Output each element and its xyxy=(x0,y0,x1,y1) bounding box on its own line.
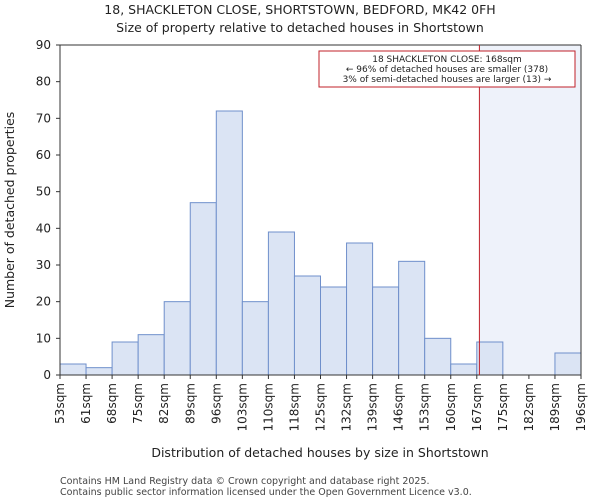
chart-subtitle: Size of property relative to detached ho… xyxy=(116,20,484,35)
x-tick-label: 189sqm xyxy=(548,383,562,431)
bar-75sqm xyxy=(137,334,165,376)
y-tick-label: 30 xyxy=(36,258,51,272)
x-tick-label: 82sqm xyxy=(157,383,171,424)
bar-103sqm xyxy=(241,301,269,376)
x-tick-label: 68sqm xyxy=(105,383,119,424)
bar-110sqm xyxy=(267,231,295,376)
x-tick-label: 167sqm xyxy=(470,383,484,431)
x-tick-label: 96sqm xyxy=(209,383,223,424)
y-tick-label: 20 xyxy=(36,295,51,309)
bar-160sqm xyxy=(450,363,478,376)
highlight-region xyxy=(479,45,581,375)
x-tick-label: 125sqm xyxy=(314,383,328,431)
bar-89sqm xyxy=(189,202,217,376)
x-tick-label: 160sqm xyxy=(444,383,458,431)
y-axis-label: Number of detached properties xyxy=(2,112,17,309)
annotation-line-1: 18 SHACKLETON CLOSE: 168sqm xyxy=(372,55,522,65)
x-tick-label: 75sqm xyxy=(131,383,145,424)
x-tick-label: 103sqm xyxy=(235,383,249,431)
bar-189sqm xyxy=(554,352,582,376)
x-axis-label: Distribution of detached houses by size … xyxy=(151,445,488,460)
annotation-line-3: 3% of semi-detached houses are larger (1… xyxy=(343,75,552,85)
bar-96sqm xyxy=(215,110,243,376)
x-tick-label: 175sqm xyxy=(496,383,510,431)
bar-139sqm xyxy=(372,286,400,376)
y-tick-label: 60 xyxy=(36,148,51,162)
x-tick-label: 132sqm xyxy=(340,383,354,431)
annotation-line-2: ← 96% of detached houses are smaller (37… xyxy=(346,65,548,75)
annotation-border xyxy=(318,50,576,88)
x-tick-label: 196sqm xyxy=(574,383,588,431)
bar-68sqm xyxy=(111,341,139,376)
footer-line-1: Contains HM Land Registry data © Crown c… xyxy=(60,476,430,487)
x-tick-label: 146sqm xyxy=(392,383,406,431)
y-tick-label: 90 xyxy=(36,38,51,52)
bar-118sqm xyxy=(293,275,322,376)
x-tick-label: 182sqm xyxy=(522,383,536,431)
bar-61sqm xyxy=(85,367,113,376)
y-tick-label: 80 xyxy=(36,75,51,89)
annotation-box: 18 SHACKLETON CLOSE: 168sqm ← 96% of det… xyxy=(318,50,576,88)
y-tick-label: 40 xyxy=(36,221,51,235)
x-tick-label: 110sqm xyxy=(261,383,275,431)
x-tick-label: 139sqm xyxy=(366,383,380,431)
y-tick-label: 0 xyxy=(43,368,51,382)
bar-53sqm xyxy=(59,363,87,376)
bar-146sqm xyxy=(398,260,426,376)
bar-125sqm xyxy=(320,286,348,376)
footer-line-2: Contains public sector information licen… xyxy=(60,487,472,498)
bar-82sqm xyxy=(163,301,191,376)
x-tick-label: 118sqm xyxy=(287,383,301,431)
y-tick-label: 10 xyxy=(36,331,51,345)
y-tick-label: 50 xyxy=(36,185,51,199)
x-tick-label: 89sqm xyxy=(183,383,197,424)
x-tick-label: 153sqm xyxy=(418,383,432,431)
x-tick-label: 61sqm xyxy=(79,383,93,424)
y-tick-label: 70 xyxy=(36,111,51,125)
bar-167sqm xyxy=(476,341,504,376)
bar-153sqm xyxy=(424,337,452,376)
bar-132sqm xyxy=(346,242,374,376)
chart-title: 18, SHACKLETON CLOSE, SHORTSTOWN, BEDFOR… xyxy=(104,2,495,17)
x-tick-label: 53sqm xyxy=(53,383,67,424)
